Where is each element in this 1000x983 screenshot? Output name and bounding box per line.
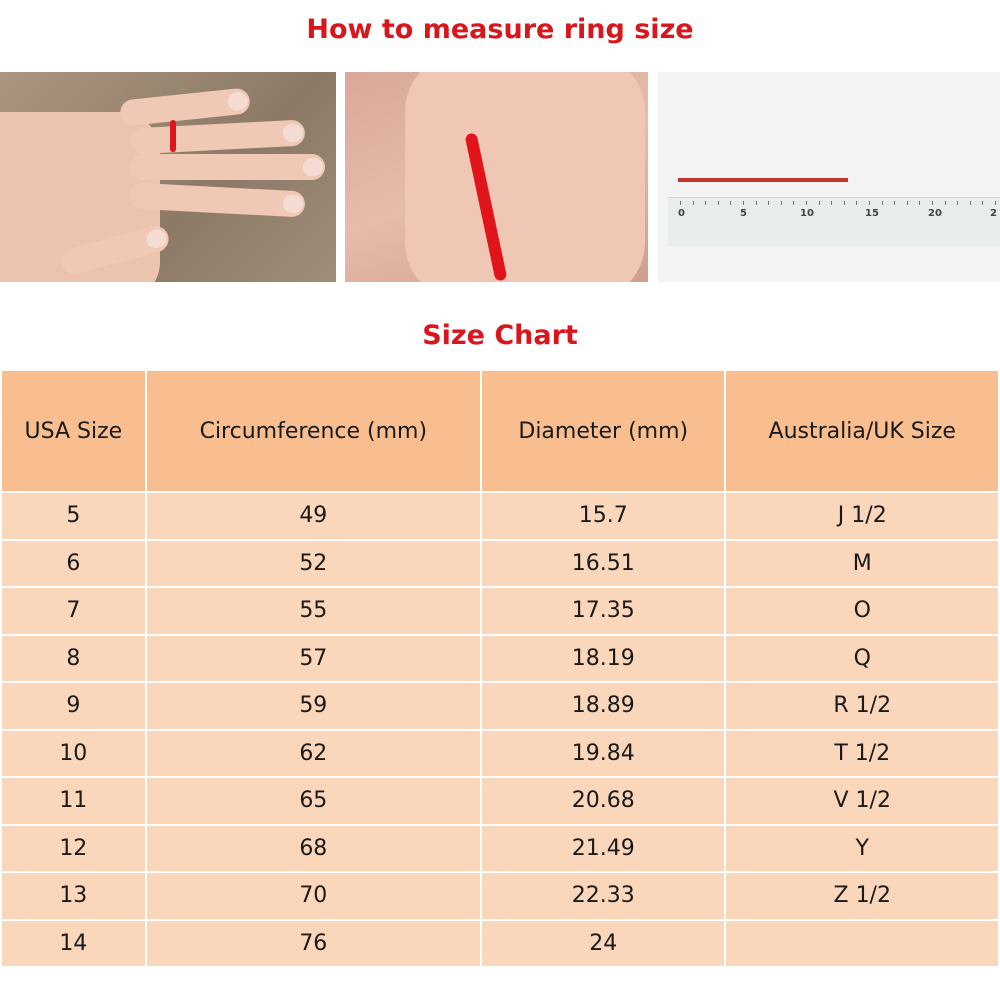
table-cell: Z 1/2: [724, 871, 1000, 921]
table-cell: 14: [0, 918, 147, 968]
table-cell: 21.49: [479, 823, 727, 873]
ruler-label: 0: [678, 208, 685, 219]
table-cell: 49: [144, 491, 483, 541]
table-cell: 10: [0, 728, 147, 778]
ruler-label: 10: [800, 208, 814, 219]
table-row: 7 55 17.35 O: [0, 586, 1000, 636]
table-header-row: USA Size Circumference (mm) Diameter (mm…: [0, 369, 1000, 493]
ruler-tick: [995, 201, 996, 205]
table-cell: T 1/2: [724, 728, 1000, 778]
table-cell: 24: [479, 918, 727, 968]
table-cell: O: [724, 586, 1000, 636]
table-cell: 7: [0, 586, 147, 636]
ruler-tick: [692, 201, 694, 205]
ruler-tick: [793, 201, 795, 205]
table-cell: 12: [0, 823, 147, 873]
table-cell: 8: [0, 633, 147, 683]
table-cell: M: [724, 538, 1000, 588]
ruler-tick: [730, 201, 732, 205]
ruler-tick: [831, 201, 833, 205]
ruler-tick: [944, 201, 946, 205]
ruler-tick: [932, 201, 933, 205]
table-cell: 59: [144, 681, 483, 731]
table-cell: 76: [144, 918, 483, 968]
table-row: 13 70 22.33 Z 1/2: [0, 871, 1000, 921]
ruler-label: 2: [990, 208, 997, 219]
column-header: Australia/UK Size: [724, 369, 1000, 493]
ruler-label: 5: [740, 208, 747, 219]
column-header: USA Size: [0, 369, 147, 493]
table-cell: 22.33: [479, 871, 727, 921]
photo-finger-closeup: [345, 72, 648, 282]
ruler-tick: [881, 201, 883, 205]
ruler-tick: [743, 201, 744, 205]
table-cell: 62: [144, 728, 483, 778]
column-header: Circumference (mm): [144, 369, 483, 493]
table-cell: 11: [0, 776, 147, 826]
table-cell: [724, 918, 1000, 968]
ruler-tick: [982, 201, 984, 205]
table-cell: 68: [144, 823, 483, 873]
ruler-tick: [969, 201, 971, 205]
page-title: How to measure ring size: [306, 14, 694, 45]
ruler-tick: [957, 201, 959, 205]
ruler-tick: [717, 201, 719, 205]
table-cell: 65: [144, 776, 483, 826]
ruler-tick: [919, 201, 921, 205]
ruler: 0 5 10 15 20 2: [668, 197, 1000, 246]
ruler-tick: [755, 201, 757, 205]
ruler-tick: [680, 201, 681, 205]
table-row: 9 59 18.89 R 1/2: [0, 681, 1000, 731]
size-chart-table: USA Size Circumference (mm) Diameter (mm…: [0, 369, 1000, 968]
ruler-tick: [894, 201, 896, 205]
table-row: 5 49 15.7 J 1/2: [0, 491, 1000, 541]
ruler-tick: [869, 201, 870, 205]
table-cell: Y: [724, 823, 1000, 873]
table-cell: 16.51: [479, 538, 727, 588]
table-cell: 5: [0, 491, 147, 541]
table-row: 8 57 18.19 Q: [0, 633, 1000, 683]
ruler-label: 20: [928, 208, 942, 219]
table-cell: 19.84: [479, 728, 727, 778]
ruler-tick: [856, 201, 858, 205]
table-cell: R 1/2: [724, 681, 1000, 731]
table-cell: 17.35: [479, 586, 727, 636]
table-row: 11 65 20.68 V 1/2: [0, 776, 1000, 826]
table-cell: 13: [0, 871, 147, 921]
table-cell: 57: [144, 633, 483, 683]
table-row: 6 52 16.51 M: [0, 538, 1000, 588]
ruler-tick: [780, 201, 782, 205]
ruler-tick: [843, 201, 845, 205]
chart-title: Size Chart: [422, 320, 578, 351]
table-cell: 18.89: [479, 681, 727, 731]
table-cell: 20.68: [479, 776, 727, 826]
ruler-tick: [906, 201, 908, 205]
ruler-tick: [705, 201, 707, 205]
ruler-label: 15: [865, 208, 879, 219]
photo-string-on-ruler: 0 5 10 15 20 2: [658, 72, 1000, 282]
table-cell: 52: [144, 538, 483, 588]
table-row: 12 68 21.49 Y: [0, 823, 1000, 873]
ruler-tick: [806, 201, 807, 205]
photo-hand-with-string: [0, 72, 336, 282]
table-cell: Q: [724, 633, 1000, 683]
table-cell: 55: [144, 586, 483, 636]
table-cell: 70: [144, 871, 483, 921]
table-cell: 18.19: [479, 633, 727, 683]
table-row: 14 76 24: [0, 918, 1000, 968]
table-cell: 6: [0, 538, 147, 588]
table-cell: J 1/2: [724, 491, 1000, 541]
table-cell: 15.7: [479, 491, 727, 541]
ruler-tick: [818, 201, 820, 205]
table-cell: V 1/2: [724, 776, 1000, 826]
column-header: Diameter (mm): [479, 369, 727, 493]
table-row: 10 62 19.84 T 1/2: [0, 728, 1000, 778]
table-cell: 9: [0, 681, 147, 731]
ruler-tick: [768, 201, 770, 205]
